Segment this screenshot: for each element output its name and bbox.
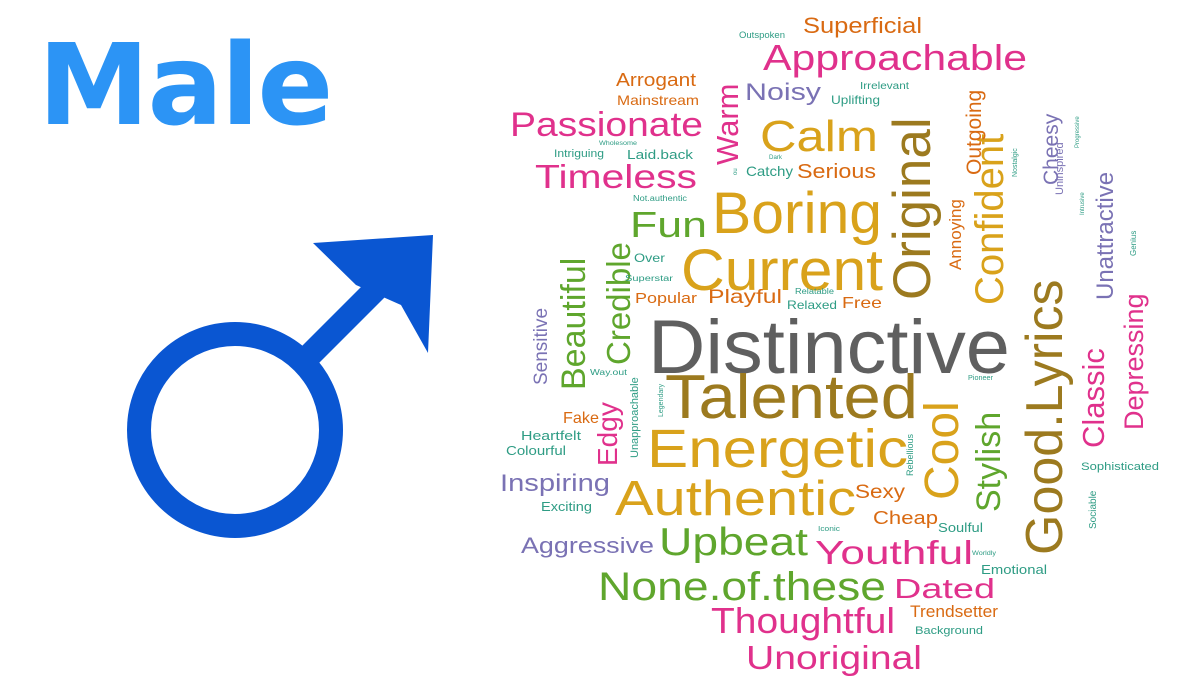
cloud-word: Timeless [535, 158, 697, 195]
cloud-word: Aggressive [521, 533, 654, 558]
cloud-word: Free [842, 295, 882, 312]
cloud-word: Current [681, 238, 883, 303]
cloud-word: Nostalgic [1012, 148, 1019, 177]
cloud-word: Not.authentic [633, 194, 687, 203]
cloud-word: Cheesy [1040, 113, 1063, 185]
cloud-word: Confident [968, 134, 1012, 305]
cloud-word: Background [915, 625, 983, 637]
male-symbol-arrowhead [313, 235, 433, 353]
cloud-word: None.of.these [598, 565, 886, 609]
cloud-word: Iconic [818, 526, 841, 533]
cloud-word: Unattractive [1092, 172, 1119, 300]
cloud-word: Credible [600, 242, 637, 365]
cloud-word: Good.Lyrics [1016, 279, 1074, 555]
cloud-word: Legendary [658, 383, 665, 417]
page-title: Male [38, 21, 333, 151]
cloud-word: Annoying [946, 199, 965, 270]
cloud-word: Approachable [763, 37, 1027, 78]
cloud-word: Uplifting [831, 93, 880, 107]
cloud-word: Sociable [1088, 490, 1099, 529]
cloud-word: Irrelevant [860, 81, 909, 92]
cloud-word: Dated [894, 573, 995, 604]
cloud-word: Playful [708, 287, 782, 308]
cloud-word: Beautiful [555, 258, 593, 390]
cloud-word: Noisy [745, 79, 821, 106]
cloud-word: Relatable [795, 287, 835, 296]
cloud-word: Sensitive [531, 308, 552, 385]
cloud-word: Cool [916, 401, 969, 500]
cloud-word: Youthful [815, 534, 973, 571]
cloud-word: Catchy [746, 163, 793, 179]
cloud-word: Warm [710, 84, 745, 166]
cloud-word: Sophisticated [1081, 461, 1159, 473]
cloud-word: Fake [563, 410, 599, 427]
cloud-word: Distinctive [648, 305, 1010, 390]
cloud-word: Trendsetter [910, 602, 998, 621]
cloud-word: Superficial [803, 13, 922, 38]
cloud-word: Genius [1129, 231, 1138, 256]
cloud-word: Laid.back [627, 147, 694, 162]
cloud-word: Pioneer [968, 375, 994, 382]
cloud-word: Soulful [938, 520, 983, 535]
cloud-word: Arrogant [616, 70, 696, 90]
male-symbol-ring [127, 322, 343, 538]
cloud-word: Colourful [506, 443, 566, 458]
cloud-word: Boring [712, 181, 882, 246]
cloud-word: Upbeat [659, 521, 808, 564]
cloud-word: Rebellious [905, 433, 915, 476]
cloud-word: Uninspired [1054, 142, 1066, 195]
cloud-word: Passionate [510, 106, 703, 144]
cloud-word: Energetic [647, 419, 908, 479]
cloud-word: ou [733, 168, 739, 175]
cloud-word: Over [634, 251, 665, 265]
cloud-word: Progressive [1075, 116, 1081, 148]
cloud-word: Classic [1076, 348, 1111, 448]
cloud-word: Depressing [1119, 293, 1149, 430]
cloud-word: Stylish [970, 412, 1008, 512]
cloud-word: Unoriginal [746, 639, 922, 676]
cloud-word: Calm [760, 112, 878, 161]
cloud-word: Unapproachable [629, 377, 641, 458]
cloud-word: Inspiring [500, 470, 610, 497]
cloud-word: Fun [630, 204, 707, 245]
cloud-word: Edgy [592, 402, 623, 466]
male-gender-icon [127, 235, 433, 538]
cloud-word: Wholesome [599, 141, 638, 147]
cloud-word: Sexy [855, 482, 906, 503]
cloud-word: Outgoing [963, 90, 986, 175]
cloud-word: Exciting [541, 499, 592, 514]
cloud-word: Relaxed [787, 298, 837, 312]
cloud-word: Worldly [972, 551, 996, 557]
cloud-word: Original [883, 117, 942, 300]
cloud-word: Intrusive [1080, 192, 1086, 215]
cloud-word: Emotional [981, 562, 1047, 577]
cloud-word: Superstar [625, 274, 673, 283]
cloud-word: Way.out [590, 368, 628, 377]
cloud-word: Authentic [615, 472, 856, 526]
cloud-word: Talented [665, 363, 918, 432]
cloud-word: Serious [797, 161, 876, 183]
cloud-word: Thoughtful [711, 600, 895, 641]
cloud-word: Dark [769, 155, 783, 161]
cloud-word: Outspoken [739, 30, 785, 40]
cloud-word: Intriguing [554, 148, 604, 160]
cloud-word: Heartfelt [521, 428, 581, 443]
cloud-word: Popular [635, 290, 697, 307]
cloud-word: Mainstream [617, 92, 699, 108]
cloud-word: Cheap [873, 508, 938, 528]
